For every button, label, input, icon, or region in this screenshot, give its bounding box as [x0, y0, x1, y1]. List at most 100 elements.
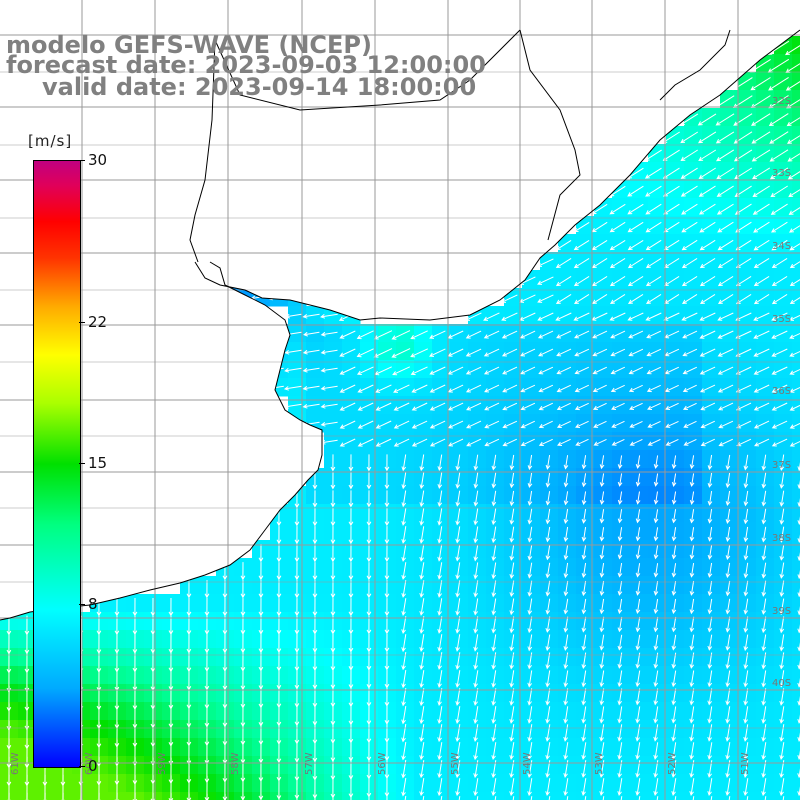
wind-arrow — [707, 545, 713, 560]
wind-arrow — [683, 420, 697, 428]
wind-arrow — [769, 131, 789, 144]
wind-arrow — [581, 724, 587, 742]
wind-arrow — [671, 634, 677, 651]
wind-arrow — [635, 455, 641, 470]
wind-arrow — [573, 257, 590, 269]
wind-arrow — [509, 580, 515, 598]
wind-arrow — [653, 724, 659, 742]
wind-arrow — [491, 724, 497, 743]
wind-arrow — [501, 330, 518, 339]
wind-arrow — [545, 670, 551, 688]
wind-arrow — [779, 742, 785, 761]
wind-arrow — [527, 724, 533, 742]
wind-arrow — [563, 508, 569, 525]
wind-arrow — [520, 438, 535, 447]
wind-arrow — [698, 131, 717, 144]
wind-arrow — [653, 670, 659, 688]
wind-cell — [792, 36, 800, 55]
wind-arrow — [339, 348, 356, 357]
wind-arrow — [491, 580, 497, 598]
wind-arrow — [725, 634, 731, 651]
wind-arrow — [635, 598, 641, 615]
wind-arrow — [545, 742, 551, 760]
wind-arrow — [455, 472, 461, 489]
wind-arrow — [699, 384, 716, 393]
wind-arrow — [393, 438, 410, 447]
wind-arrow — [401, 706, 407, 725]
wind-arrow — [465, 348, 482, 357]
wind-arrow — [635, 706, 641, 724]
wind-arrow — [627, 257, 644, 269]
wind-arrow — [635, 563, 641, 578]
wind-arrow — [779, 634, 785, 652]
wind-arrow — [401, 472, 407, 490]
longitude-label: 57W — [304, 752, 315, 775]
wind-arrow — [779, 490, 785, 507]
wind-arrow — [681, 221, 698, 233]
wind-arrow — [509, 490, 515, 507]
wind-cell — [792, 306, 800, 325]
wind-arrow — [494, 796, 497, 800]
wind-arrow — [473, 742, 479, 761]
wind-arrow — [465, 312, 482, 321]
wind-arrow — [476, 796, 479, 800]
wind-arrow — [283, 403, 302, 409]
wind-arrow — [410, 348, 429, 358]
wind-arrow — [437, 724, 443, 743]
wind-arrow — [186, 597, 192, 617]
wind-arrow — [419, 670, 425, 689]
wind-arrow — [725, 742, 731, 760]
wind-arrow — [764, 796, 767, 800]
wind-arrow — [116, 792, 118, 800]
wind-arrow — [609, 203, 626, 215]
wind-cell — [792, 486, 800, 505]
longitude-label: 51W — [740, 752, 751, 775]
wind-arrow — [411, 438, 428, 447]
wind-arrow — [743, 562, 749, 579]
wind-arrow — [593, 438, 607, 446]
wind-arrow — [473, 634, 479, 652]
wind-arrow — [44, 792, 46, 800]
wind-arrow — [725, 526, 731, 543]
wind-arrow — [733, 131, 753, 144]
colorbar-tick-mark — [79, 321, 85, 323]
wind-arrow — [330, 580, 336, 599]
wind-arrow — [617, 670, 623, 688]
wind-arrow — [491, 472, 497, 489]
wind-arrow — [785, 81, 800, 91]
wind-arrow — [527, 562, 533, 579]
wind-arrow — [653, 581, 659, 596]
latitude-label: 38S — [772, 533, 791, 544]
wind-arrow — [356, 366, 374, 375]
wind-arrow — [384, 598, 390, 617]
wind-arrow — [545, 491, 551, 506]
wind-arrow — [312, 490, 318, 508]
wind-arrow — [168, 597, 174, 617]
wind-arrow — [545, 562, 551, 579]
latitude-label: 35S — [772, 314, 791, 325]
wind-arrow — [717, 384, 734, 393]
wind-arrow — [689, 634, 695, 651]
wind-arrow — [330, 472, 336, 490]
wind-arrow — [761, 526, 767, 543]
wind-arrow — [391, 348, 411, 358]
wind-arrow — [527, 634, 533, 652]
wind-arrow — [384, 580, 390, 599]
wind-arrow — [303, 331, 320, 337]
wind-cell — [792, 396, 800, 415]
wind-arrow — [384, 490, 390, 508]
wind-arrow — [725, 562, 731, 579]
wind-cell — [792, 72, 800, 91]
wind-arrow — [545, 580, 551, 597]
wind-arrow — [339, 420, 356, 429]
wind-arrow — [455, 634, 461, 652]
wind-arrow — [411, 420, 428, 429]
colorbar-tick-mark — [79, 604, 85, 606]
wind-arrow — [635, 742, 641, 760]
wind-arrow — [312, 615, 318, 635]
wind-arrow — [366, 615, 372, 635]
wind-arrow — [653, 527, 659, 542]
wind-arrow — [150, 597, 156, 617]
